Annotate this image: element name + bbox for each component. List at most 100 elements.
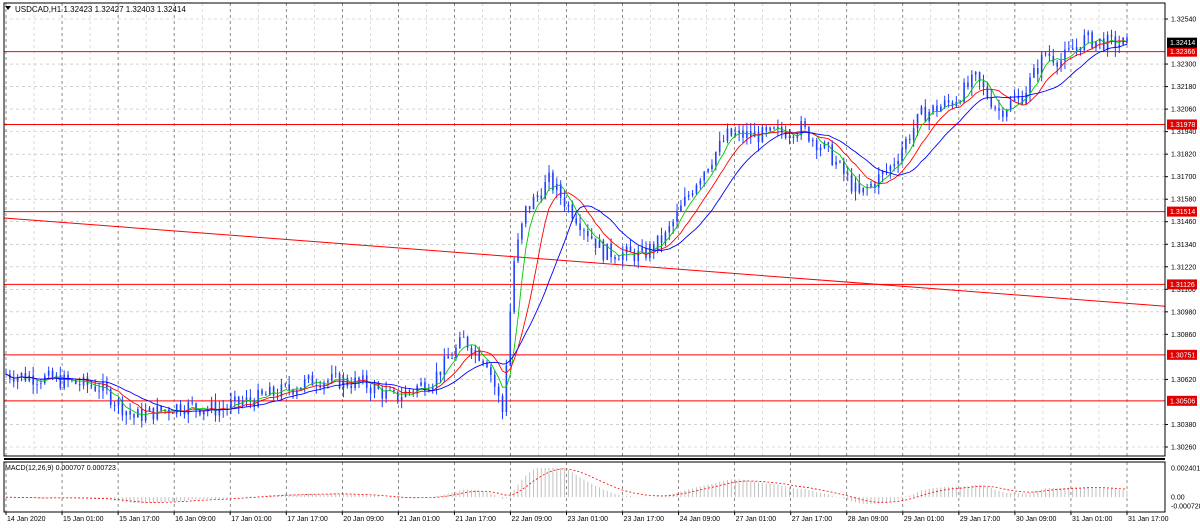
candle-body: [71, 379, 73, 381]
candle-body: [1013, 98, 1016, 101]
candle-body: [486, 363, 488, 368]
candle-body: [784, 132, 787, 139]
candle-body: [125, 411, 128, 416]
candle-body: [943, 100, 946, 107]
candle-body: [998, 108, 1000, 111]
candle-body: [990, 97, 993, 108]
candle-body: [1068, 48, 1070, 50]
candle-body: [1118, 44, 1121, 48]
candle-body: [218, 409, 221, 416]
candle-body: [342, 377, 345, 389]
candle-body: [505, 365, 508, 412]
candle-body: [284, 384, 287, 386]
candle-body: [730, 128, 733, 136]
candle-body: [63, 374, 65, 388]
candle-body: [889, 166, 892, 171]
candle-body: [563, 197, 566, 207]
candle-body: [579, 223, 581, 231]
candle-body: [1075, 47, 1078, 50]
x-tick-label: 17 Jan 01:00: [231, 516, 272, 523]
candle-body: [268, 387, 271, 396]
y-tick-label: 1.30380: [1171, 422, 1196, 429]
candle-body: [556, 183, 558, 191]
candle-body: [1040, 54, 1043, 74]
candle-body: [431, 386, 434, 390]
candle-body: [1044, 53, 1047, 55]
candle-body: [1002, 110, 1004, 117]
candle-body: [412, 391, 415, 393]
candle-body: [16, 376, 19, 382]
candle-body: [575, 218, 577, 224]
candle-body: [90, 385, 93, 387]
candle-body: [800, 121, 802, 136]
y-tick-label: 1.31700: [1171, 174, 1196, 181]
time-axis: 14 Jan 2020 15 Jan 01:00 15 Jan 17:00 16 Ja…: [5, 512, 1169, 523]
candle-body: [459, 337, 461, 348]
candle-body: [249, 397, 252, 402]
candle-body: [761, 127, 764, 143]
y-tick-label: 1.31580: [1171, 197, 1196, 204]
candle-body: [447, 356, 449, 359]
candle-body: [288, 384, 290, 391]
candle-body: [396, 391, 399, 401]
candle-body: [517, 239, 519, 262]
candle-body: [265, 394, 267, 396]
candle-body: [618, 259, 620, 261]
ma-slow-line: [5, 43, 1128, 413]
candle-body: [652, 244, 655, 251]
x-tick-label: 20 Jan 09:00: [343, 516, 384, 523]
candle-body: [726, 128, 729, 141]
candle-body: [272, 387, 275, 396]
candle-body: [804, 121, 806, 127]
candle-body: [171, 413, 174, 414]
level-tag-label: 1.31978: [1170, 122, 1195, 129]
candle-body: [606, 243, 609, 260]
horizontal-levels: [4, 51, 1165, 402]
x-tick-label: 31 Jan 17:00: [1128, 516, 1169, 523]
candle-body: [381, 388, 384, 399]
candle-body: [1064, 49, 1066, 61]
candle-body: [625, 246, 628, 253]
x-tick-label: 30 Jan 09:00: [1016, 516, 1057, 523]
candle-body: [160, 405, 162, 411]
candle-body: [443, 356, 446, 376]
candle-body: [369, 387, 372, 394]
candle-body: [812, 140, 814, 142]
candle-body: [462, 336, 465, 338]
chevron-down-icon[interactable]: [5, 6, 11, 10]
candle-body: [1099, 38, 1101, 42]
candle-body: [687, 195, 690, 197]
candle-body: [350, 385, 353, 388]
candle-body: [831, 144, 834, 165]
candle-body: [947, 100, 950, 103]
candle-body: [773, 127, 775, 129]
candle-body: [672, 221, 674, 227]
candle-body: [602, 240, 605, 260]
candle-body: [521, 223, 523, 240]
candle-body: [210, 401, 213, 410]
x-tick-label: 15 Jan 01:00: [63, 516, 104, 523]
macd-signal-line: [6, 468, 1128, 503]
candle-body: [199, 409, 201, 415]
candle-body: [106, 382, 108, 390]
level-tag-label: 1.30506: [1170, 398, 1195, 405]
candle-body: [362, 375, 364, 382]
candle-body: [544, 182, 546, 199]
candle-body: [955, 101, 958, 107]
candle-body: [695, 184, 698, 194]
candle-body: [1033, 67, 1035, 78]
candle-body: [641, 247, 643, 251]
candle-body: [707, 169, 709, 172]
candle-body: [1095, 41, 1097, 48]
candle-body: [47, 370, 50, 376]
candle-body: [920, 106, 923, 115]
candle-body: [179, 404, 182, 413]
candle-body: [614, 257, 616, 260]
main-pane-border: [3, 2, 1166, 457]
candle-body: [808, 126, 810, 142]
candle-body: [206, 409, 209, 412]
candle-body: [148, 407, 151, 412]
candle-body: [493, 374, 496, 387]
